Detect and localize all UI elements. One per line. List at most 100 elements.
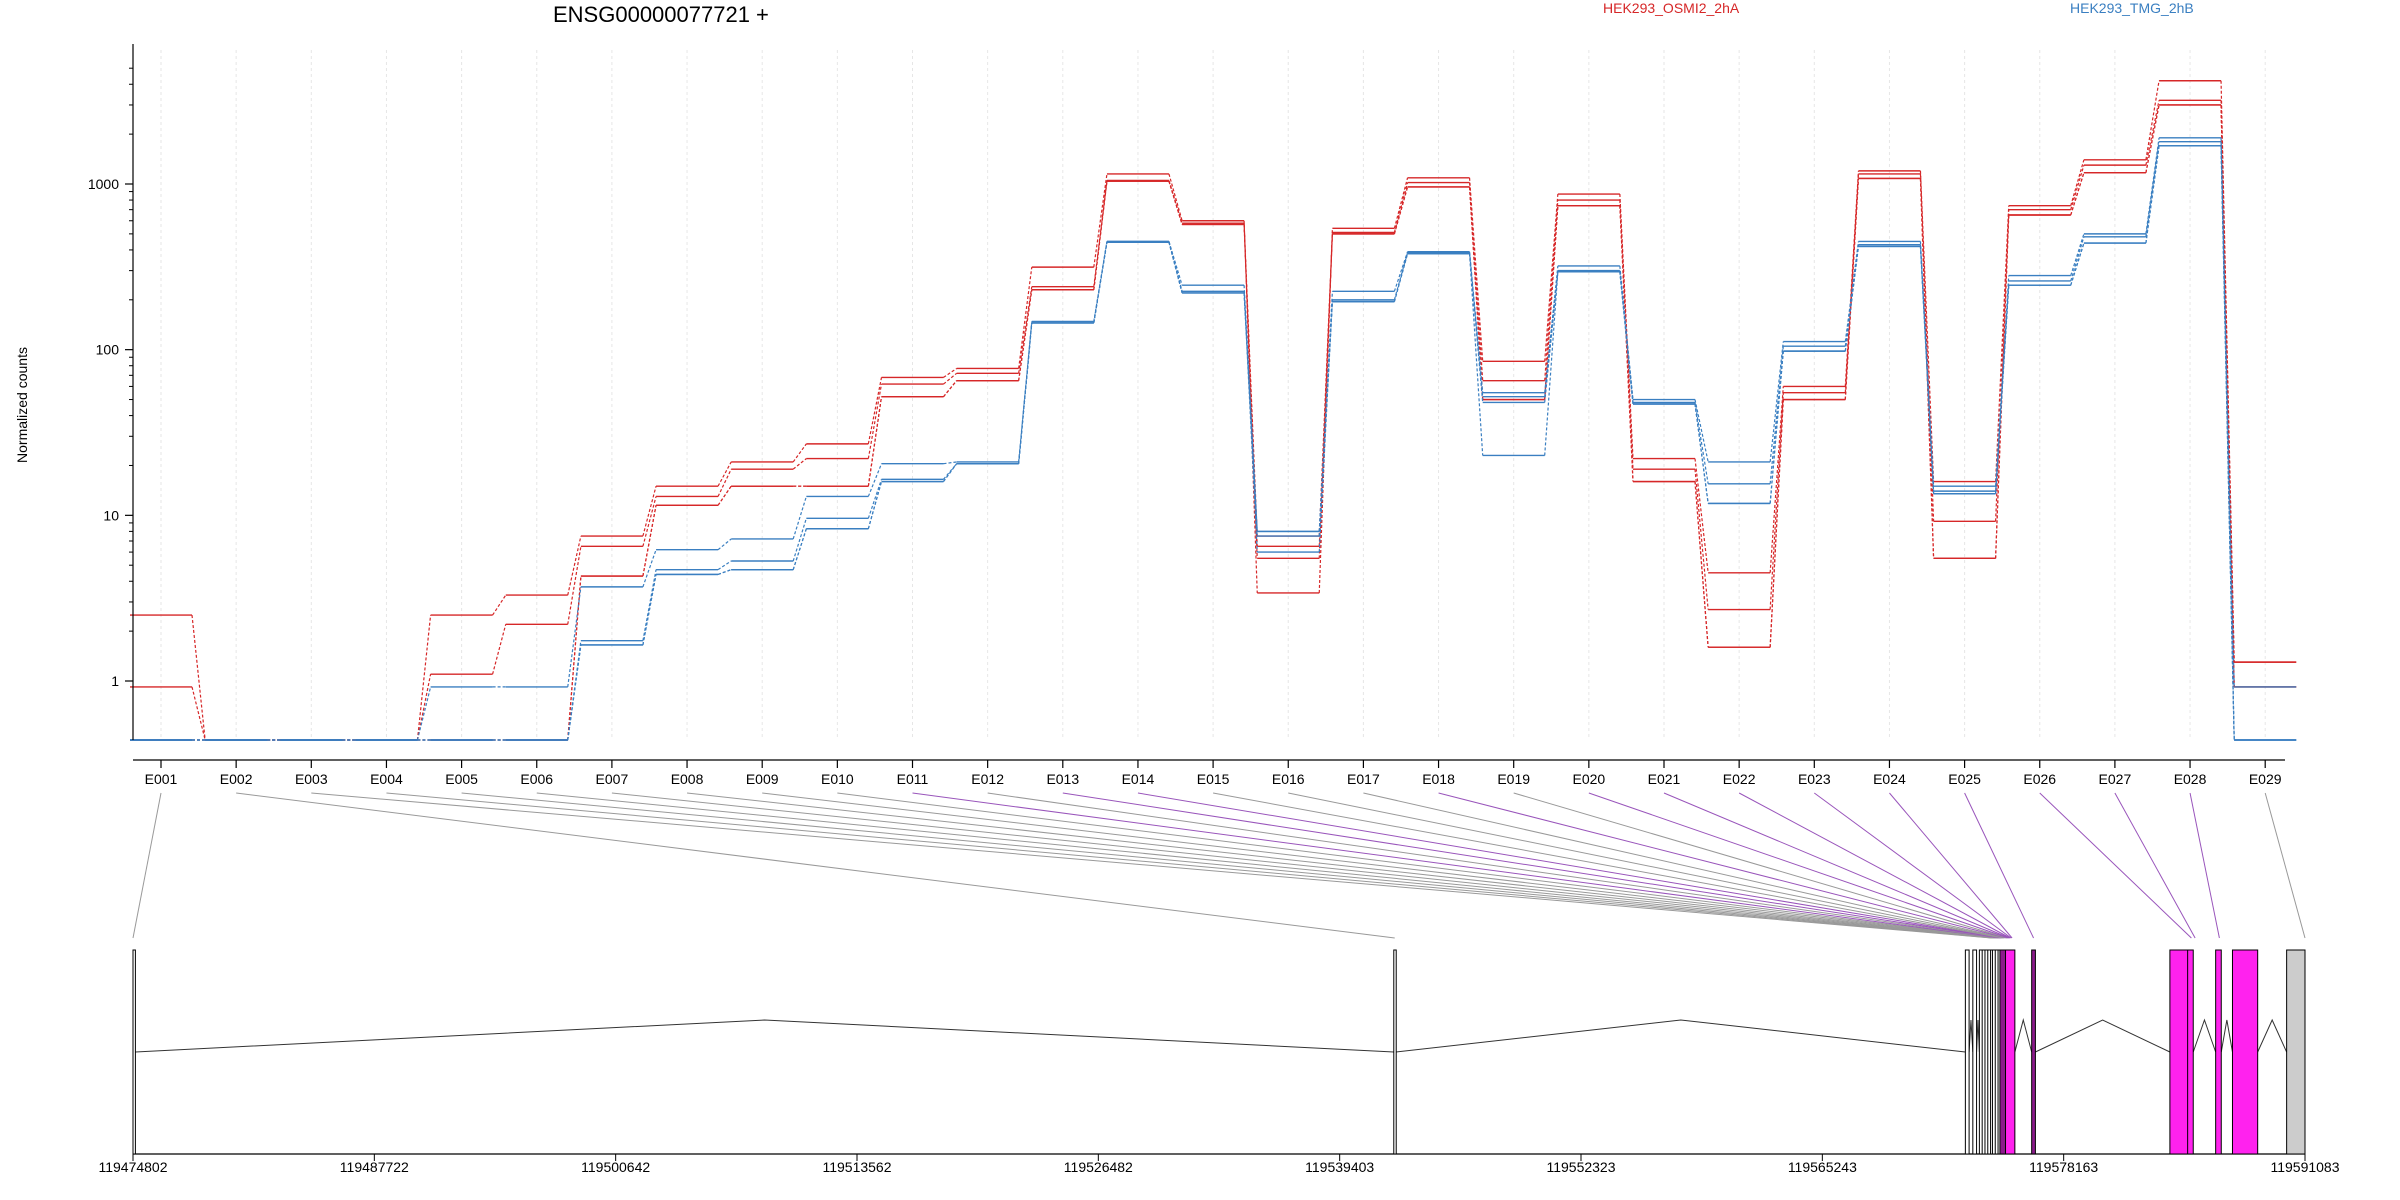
connector-e026 — [2070, 172, 2085, 216]
link-e004 — [386, 792, 1993, 939]
x-tick-label-e014: E014 — [1122, 771, 1155, 787]
connector-e016 — [1318, 301, 1333, 532]
connector-e010 — [867, 377, 883, 444]
connector-e018 — [1468, 253, 1484, 456]
y-axis-label: Normalized counts — [14, 347, 30, 463]
link-e027 — [2114, 792, 2196, 939]
exon-body-11 — [2231, 949, 2259, 1155]
connector-e021 — [1694, 402, 1709, 484]
intron-9 — [2257, 1018, 2288, 1053]
connector-e027 — [2145, 104, 2160, 173]
connector-e017 — [1393, 177, 1409, 229]
connector-e017 — [1393, 186, 1409, 235]
coord-label-0: 119474802 — [98, 1159, 167, 1175]
x-tick-label-e013: E013 — [1046, 771, 1079, 787]
connector-e009 — [792, 496, 807, 540]
exon-body-1 — [132, 949, 136, 1155]
coord-label-7: 119565243 — [1788, 1159, 1857, 1175]
connector-e027 — [2145, 80, 2160, 160]
x-tick-label-e004: E004 — [370, 771, 403, 787]
link-e025 — [1964, 792, 2034, 939]
labels-layer: ENSG00000077721 + HEK293_OSMI2_2hA HEK29… — [14, 0, 2340, 1175]
connector-e007 — [642, 486, 657, 537]
coord-label-1: 119487722 — [340, 1159, 409, 1175]
connector-e007 — [642, 549, 657, 588]
x-tick-label-e018: E018 — [1422, 771, 1455, 787]
link-e005 — [461, 792, 1994, 939]
connector-e006 — [567, 546, 582, 625]
x-tick-label-e027: E027 — [2099, 771, 2132, 787]
connector-e021 — [1694, 399, 1709, 463]
link-e003 — [311, 792, 1992, 939]
exon-body-3 — [1964, 949, 1970, 1155]
connector-e006 — [567, 586, 582, 687]
connector-e016 — [1318, 232, 1333, 559]
coord-label-4: 119526482 — [1064, 1159, 1133, 1175]
legend-entry-osmi2: HEK293_OSMI2_2hA — [1603, 0, 1740, 16]
connector-e011 — [943, 463, 958, 482]
connector-e004 — [416, 615, 432, 741]
y-tick-label-1000: 1000 — [88, 176, 119, 192]
connector-e001 — [191, 686, 206, 741]
axes-layer — [125, 44, 2306, 1161]
connector-e012 — [1018, 289, 1033, 381]
link-e018 — [1438, 792, 2007, 939]
connector-e007 — [642, 496, 657, 547]
connector-e009 — [792, 518, 807, 562]
connector-e008 — [717, 461, 732, 487]
coord-label-5: 119539403 — [1305, 1159, 1374, 1175]
connector-e011 — [943, 380, 958, 398]
connector-e006 — [567, 535, 582, 596]
links-layer — [132, 792, 2306, 939]
connector-e014 — [1168, 242, 1183, 294]
x-tick-label-e003: E003 — [295, 771, 328, 787]
connector-e017 — [1393, 251, 1409, 292]
link-e012 — [987, 792, 2000, 939]
connector-e014 — [1168, 181, 1183, 225]
connector-e023 — [1844, 246, 1860, 352]
gene-model — [132, 949, 2306, 1155]
connector-e025 — [1995, 205, 2010, 482]
connector-e013 — [1093, 181, 1108, 290]
connector-e010 — [867, 479, 883, 519]
link-e019 — [1513, 792, 2008, 939]
exon-body-8 — [2031, 949, 2036, 1155]
exon-body-7 — [2005, 949, 2016, 1155]
series-tmg-replicate-1 — [130, 137, 2297, 741]
x-tick-label-e008: E008 — [671, 771, 704, 787]
x-tick-label-e023: E023 — [1798, 771, 1831, 787]
intron-2 — [1396, 1019, 1966, 1053]
connector-e027 — [2145, 100, 2160, 166]
connector-e014 — [1168, 173, 1183, 221]
link-e021 — [1663, 792, 2010, 939]
link-e002 — [236, 792, 1395, 939]
link-e026 — [2039, 792, 2192, 939]
connector-e012 — [1018, 267, 1033, 369]
chart-title: ENSG00000077721 + — [553, 2, 769, 27]
x-tick-label-e015: E015 — [1197, 771, 1230, 787]
coord-label-8: 119578163 — [2029, 1159, 2098, 1175]
x-tick-label-e005: E005 — [445, 771, 478, 787]
x-tick-label-e012: E012 — [971, 771, 1004, 787]
x-tick-label-e009: E009 — [746, 771, 779, 787]
connector-e026 — [2070, 159, 2085, 206]
link-e022 — [1738, 792, 2011, 939]
connector-e027 — [2145, 137, 2160, 234]
intron-1 — [135, 1019, 1394, 1053]
connector-e015 — [1243, 224, 1258, 537]
connector-e008 — [717, 468, 732, 497]
connector-e027 — [2145, 145, 2160, 244]
connector-e011 — [943, 367, 957, 378]
connector-e013 — [1093, 173, 1108, 268]
connector-e018 — [1468, 182, 1484, 381]
y-tick-label-1: 1 — [111, 673, 119, 689]
connector-e007 — [642, 574, 657, 646]
exon-body-6 — [1999, 949, 2007, 1155]
link-e017 — [1363, 792, 2005, 939]
exon-body-12 — [2286, 949, 2306, 1155]
connector-e009 — [792, 443, 807, 463]
x-tick-label-e021: E021 — [1648, 771, 1681, 787]
link-e016 — [1288, 792, 2004, 939]
x-tick-label-e001: E001 — [145, 771, 178, 787]
connector-e009 — [792, 528, 807, 570]
